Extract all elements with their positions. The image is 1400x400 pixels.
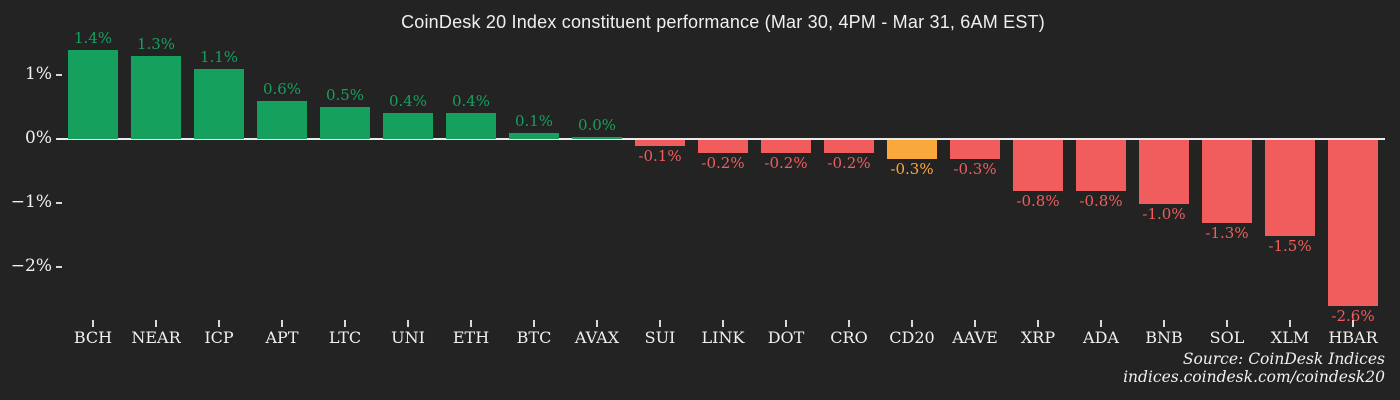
- bar-value-label: -1.3%: [1205, 224, 1249, 242]
- bar-value-label: 1.4%: [73, 29, 113, 47]
- bar-value-label: -2.6%: [1331, 307, 1375, 325]
- bar-ADA: [1076, 140, 1126, 191]
- x-axis-label-DOT: DOT: [767, 328, 805, 347]
- x-tick-mark: [659, 320, 661, 327]
- x-axis-label-LINK: LINK: [701, 328, 745, 347]
- source-line: Source: CoinDesk Indices: [1182, 350, 1385, 368]
- x-axis-label-CRO: CRO: [830, 328, 868, 347]
- bar-NEAR: [131, 56, 181, 139]
- x-axis-label-HBAR: HBAR: [1328, 328, 1378, 347]
- bar-value-label: -0.8%: [1079, 192, 1123, 210]
- bar-XLM: [1265, 140, 1315, 236]
- x-axis-label-BTC: BTC: [516, 328, 552, 347]
- source-url: indices.coindesk.com/coindesk20: [1123, 368, 1385, 386]
- bar-value-label: -0.8%: [1016, 192, 1060, 210]
- bar-value-label: -1.0%: [1142, 205, 1186, 223]
- x-tick-mark: [533, 320, 535, 327]
- bar-ICP: [194, 69, 244, 139]
- y-tick-mark: [56, 265, 62, 268]
- bar-value-label: -1.5%: [1268, 237, 1312, 255]
- bar-BCH: [68, 50, 118, 139]
- bar-XRP: [1013, 140, 1063, 191]
- x-axis-label-ADA: ADA: [1083, 328, 1119, 347]
- bar-SOL: [1202, 140, 1252, 223]
- y-tick-label: 0%: [25, 128, 52, 148]
- source-attribution: Source: CoinDesk Indices indices.coindes…: [1123, 350, 1385, 386]
- bar-CD20: [887, 140, 937, 159]
- bar-UNI: [383, 113, 433, 139]
- x-axis-label-ETH: ETH: [452, 328, 490, 347]
- y-tick-mark: [56, 201, 62, 204]
- bar-value-label: 1.3%: [136, 35, 176, 53]
- bar-BNB: [1139, 140, 1189, 204]
- x-axis-label-AAVE: AAVE: [952, 328, 998, 347]
- x-tick-mark: [155, 320, 157, 327]
- x-tick-mark: [470, 320, 472, 327]
- bar-AVAX: [572, 137, 622, 139]
- bar-LTC: [320, 107, 370, 139]
- x-axis-label-BNB: BNB: [1145, 328, 1183, 347]
- bar-BTC: [509, 133, 559, 139]
- x-tick-mark: [218, 320, 220, 327]
- bar-AAVE: [950, 140, 1000, 159]
- bar-ETH: [446, 113, 496, 139]
- bar-value-label: -0.3%: [953, 160, 997, 178]
- bar-LINK: [698, 140, 748, 153]
- y-tick-label: 1%: [25, 64, 52, 85]
- bar-value-label: -0.1%: [638, 147, 682, 165]
- chart-title: CoinDesk 20 Index constituent performanc…: [401, 12, 1045, 32]
- x-axis-label-CD20: CD20: [889, 328, 935, 347]
- x-tick-mark: [596, 320, 598, 327]
- x-tick-mark: [1163, 320, 1165, 327]
- bar-SUI: [635, 140, 685, 146]
- x-tick-mark: [281, 320, 283, 327]
- x-tick-mark: [974, 320, 976, 327]
- x-tick-mark: [344, 320, 346, 327]
- x-axis-label-ICP: ICP: [204, 328, 234, 347]
- bar-value-label: -0.2%: [827, 154, 871, 172]
- x-tick-mark: [1289, 320, 1291, 327]
- bar-value-label: 0.6%: [262, 80, 302, 98]
- bar-DOT: [761, 140, 811, 153]
- x-axis-label-SOL: SOL: [1209, 328, 1245, 347]
- bar-CRO: [824, 140, 874, 153]
- x-axis-label-NEAR: NEAR: [131, 328, 181, 347]
- bar-value-label: 0.1%: [514, 112, 554, 130]
- x-tick-mark: [407, 320, 409, 327]
- x-tick-mark: [848, 320, 850, 327]
- x-axis-label-SUI: SUI: [644, 328, 676, 347]
- bar-value-label: 1.1%: [199, 48, 239, 66]
- x-tick-mark: [1100, 320, 1102, 327]
- y-tick-mark: [56, 74, 62, 77]
- bar-value-label: 0.5%: [325, 86, 365, 104]
- x-axis-label-LTC: LTC: [328, 328, 362, 347]
- bar-value-label: -0.3%: [890, 160, 934, 178]
- x-tick-mark: [92, 320, 94, 327]
- x-tick-mark: [911, 320, 913, 327]
- x-tick-mark: [785, 320, 787, 327]
- x-axis-label-AVAX: AVAX: [574, 328, 620, 347]
- bar-value-label: 0.4%: [451, 92, 491, 110]
- x-axis-label-XRP: XRP: [1020, 328, 1056, 347]
- bar-APT: [257, 101, 307, 139]
- bar-HBAR: [1328, 140, 1378, 306]
- bar-value-label: 0.4%: [388, 92, 428, 110]
- x-tick-mark: [1352, 320, 1354, 327]
- x-tick-mark: [1037, 320, 1039, 327]
- y-tick-label: −2%: [10, 255, 52, 276]
- bar-value-label: -0.2%: [701, 154, 745, 172]
- x-tick-mark: [722, 320, 724, 327]
- x-axis-label-BCH: BCH: [73, 328, 113, 347]
- bar-value-label: -0.2%: [764, 154, 808, 172]
- x-axis-label-XLM: XLM: [1270, 328, 1310, 347]
- zero-baseline: [57, 138, 1385, 140]
- x-axis-label-APT: APT: [265, 328, 299, 347]
- y-tick-label: −1%: [10, 191, 52, 212]
- x-tick-mark: [1226, 320, 1228, 327]
- bar-value-label: 0.0%: [577, 116, 617, 134]
- x-axis-label-UNI: UNI: [391, 328, 425, 347]
